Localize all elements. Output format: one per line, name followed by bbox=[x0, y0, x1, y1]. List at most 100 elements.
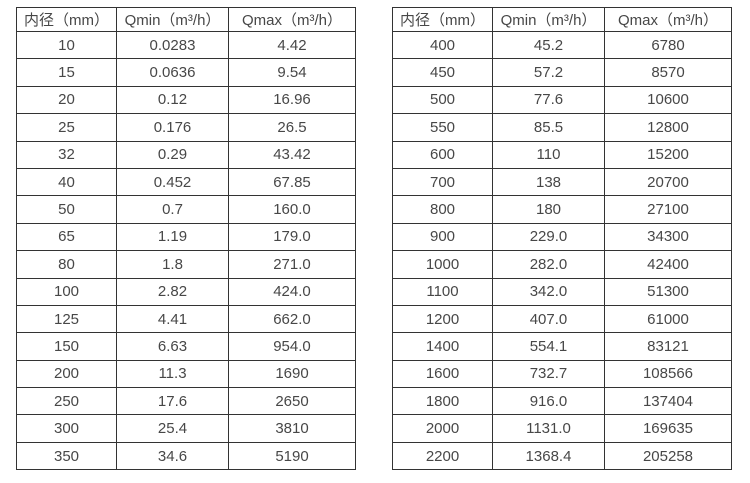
table-cell: 8570 bbox=[604, 58, 732, 87]
table-cell: 271.0 bbox=[228, 250, 356, 279]
table-cell: 282.0 bbox=[492, 250, 605, 279]
table-cell: 12800 bbox=[604, 113, 732, 142]
table-cell: 2650 bbox=[228, 387, 356, 416]
table-cell: 1131.0 bbox=[492, 414, 605, 443]
flow-rate-table-small-diameters: 内径（mm） Qmin（m³/h） Qmax（m³/h） 10 0.0283 4.42 1… bbox=[16, 7, 356, 471]
table-cell: 42400 bbox=[604, 250, 732, 279]
table-row: 1200 407.0 61000 bbox=[392, 304, 732, 334]
table-cell: 67.85 bbox=[228, 167, 356, 197]
table-cell: 26.5 bbox=[228, 113, 356, 142]
table-body: 10 0.0283 4.42 15 0.0636 9.54 20 0.12 16.96 25 0.1… bbox=[16, 30, 356, 471]
table-cell: 137404 bbox=[604, 387, 732, 416]
column-header: 内径（mm） bbox=[16, 7, 117, 32]
table-cell: 15200 bbox=[604, 140, 732, 169]
table-cell: 300 bbox=[16, 414, 117, 443]
table-cell: 732.7 bbox=[492, 359, 605, 389]
table-cell: 85.5 bbox=[492, 113, 605, 142]
table-row: 80 1.8 271.0 bbox=[16, 250, 356, 279]
table-cell: 15 bbox=[16, 58, 117, 87]
table-cell: 600 bbox=[392, 140, 493, 169]
table-cell: 51300 bbox=[604, 277, 732, 306]
table-row: 900 229.0 34300 bbox=[392, 222, 732, 252]
flow-rate-table-large-diameters: 内径（mm） Qmin（m³/h） Qmax（m³/h） 400 45.2 6780 45… bbox=[392, 7, 732, 471]
table-row: 800 180 27100 bbox=[392, 195, 732, 224]
table-cell: 9.54 bbox=[228, 58, 356, 87]
table-row: 200 11.3 1690 bbox=[16, 359, 356, 389]
table-cell: 125 bbox=[16, 304, 117, 334]
table-cell: 900 bbox=[392, 222, 493, 252]
table-cell: 205258 bbox=[604, 441, 732, 471]
table-cell: 108566 bbox=[604, 359, 732, 389]
table-cell: 550 bbox=[392, 113, 493, 142]
table-cell: 150 bbox=[16, 332, 117, 361]
table-cell: 450 bbox=[392, 58, 493, 87]
table-cell: 20700 bbox=[604, 167, 732, 197]
column-header: Qmax（m³/h） bbox=[228, 7, 356, 32]
table-cell: 138 bbox=[492, 167, 605, 197]
table-cell: 407.0 bbox=[492, 304, 605, 334]
table-row: 300 25.4 3810 bbox=[16, 414, 356, 443]
table-row: 500 77.6 10600 bbox=[392, 85, 732, 115]
table-cell: 0.29 bbox=[116, 140, 229, 169]
table-cell: 61000 bbox=[604, 304, 732, 334]
header-row: 内径（mm） Qmin（m³/h） Qmax（m³/h） bbox=[16, 7, 356, 32]
table-cell: 229.0 bbox=[492, 222, 605, 252]
table-row: 550 85.5 12800 bbox=[392, 113, 732, 142]
table-row: 1800 916.0 137404 bbox=[392, 387, 732, 416]
table-row: 1000 282.0 42400 bbox=[392, 250, 732, 279]
table-cell: 27100 bbox=[604, 195, 732, 224]
table-cell: 34300 bbox=[604, 222, 732, 252]
table-cell: 11.3 bbox=[116, 359, 229, 389]
column-header: 内径（mm） bbox=[392, 7, 493, 32]
table-row: 32 0.29 43.42 bbox=[16, 140, 356, 169]
table-cell: 1800 bbox=[392, 387, 493, 416]
table-cell: 100 bbox=[16, 277, 117, 306]
table-cell: 25 bbox=[16, 113, 117, 142]
table-cell: 50 bbox=[16, 195, 117, 224]
table-row: 40 0.452 67.85 bbox=[16, 167, 356, 197]
table-cell: 17.6 bbox=[116, 387, 229, 416]
table-cell: 179.0 bbox=[228, 222, 356, 252]
table-row: 125 4.41 662.0 bbox=[16, 304, 356, 334]
table-cell: 1368.4 bbox=[492, 441, 605, 471]
table-row: 600 110 15200 bbox=[392, 140, 732, 169]
table-cell: 180 bbox=[492, 195, 605, 224]
table-cell: 160.0 bbox=[228, 195, 356, 224]
table-cell: 83121 bbox=[604, 332, 732, 361]
table-cell: 800 bbox=[392, 195, 493, 224]
table-cell: 554.1 bbox=[492, 332, 605, 361]
table-cell: 662.0 bbox=[228, 304, 356, 334]
table-cell: 6780 bbox=[604, 30, 732, 60]
table-cell: 10 bbox=[16, 30, 117, 60]
table-cell: 424.0 bbox=[228, 277, 356, 306]
table-cell: 20 bbox=[16, 85, 117, 115]
table-cell: 10600 bbox=[604, 85, 732, 115]
table-cell: 200 bbox=[16, 359, 117, 389]
table-cell: 0.452 bbox=[116, 167, 229, 197]
table-row: 15 0.0636 9.54 bbox=[16, 58, 356, 87]
table-cell: 32 bbox=[16, 140, 117, 169]
table-cell: 2000 bbox=[392, 414, 493, 443]
table-cell: 700 bbox=[392, 167, 493, 197]
table-cell: 16.96 bbox=[228, 85, 356, 115]
table-cell: 1690 bbox=[228, 359, 356, 389]
table-cell: 1.8 bbox=[116, 250, 229, 279]
table-row: 10 0.0283 4.42 bbox=[16, 30, 356, 60]
table-row: 65 1.19 179.0 bbox=[16, 222, 356, 252]
table-cell: 1100 bbox=[392, 277, 493, 306]
table-cell: 4.42 bbox=[228, 30, 356, 60]
table-row: 350 34.6 5190 bbox=[16, 441, 356, 471]
table-row: 1600 732.7 108566 bbox=[392, 359, 732, 389]
table-cell: 916.0 bbox=[492, 387, 605, 416]
table-row: 150 6.63 954.0 bbox=[16, 332, 356, 361]
table-cell: 169635 bbox=[604, 414, 732, 443]
table-cell: 400 bbox=[392, 30, 493, 60]
table-cell: 2200 bbox=[392, 441, 493, 471]
table-cell: 4.41 bbox=[116, 304, 229, 334]
table-cell: 1400 bbox=[392, 332, 493, 361]
table-row: 1100 342.0 51300 bbox=[392, 277, 732, 306]
table-cell: 65 bbox=[16, 222, 117, 252]
table-cell: 45.2 bbox=[492, 30, 605, 60]
